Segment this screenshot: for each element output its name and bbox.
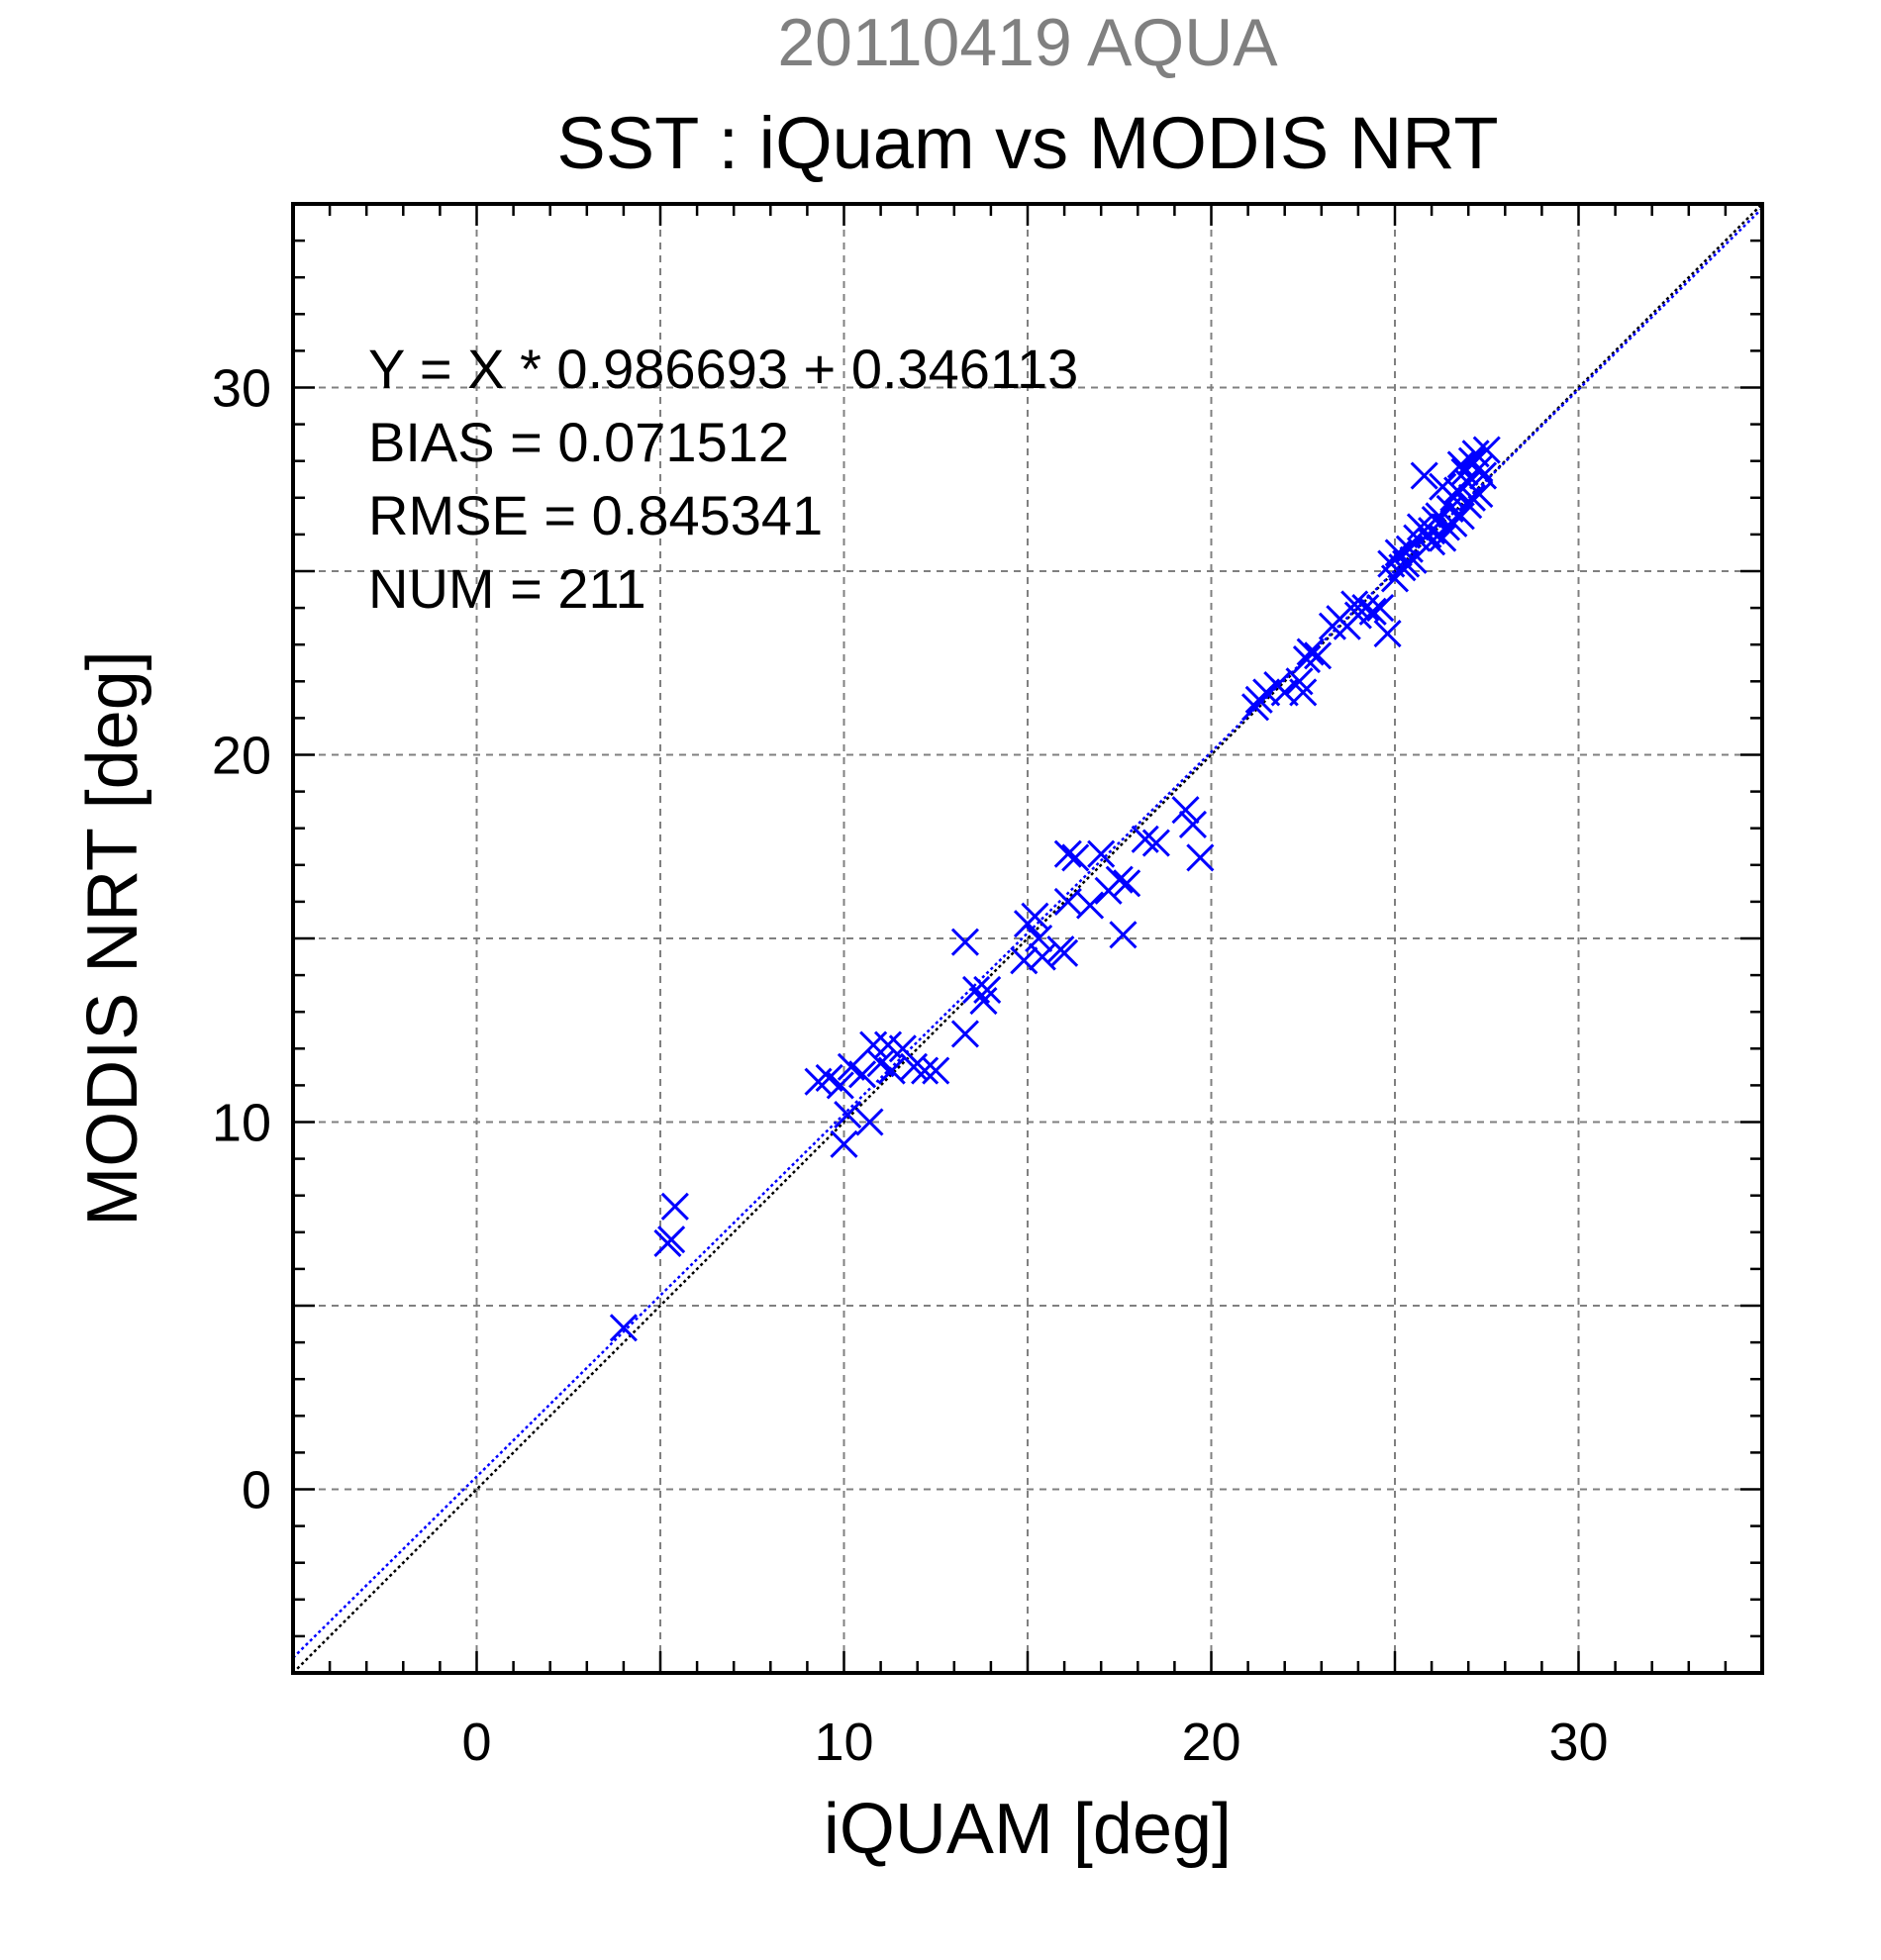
data-point bbox=[1025, 924, 1053, 953]
data-point bbox=[826, 1071, 854, 1100]
data-point bbox=[1429, 472, 1457, 501]
num-value: NUM = 211 bbox=[368, 557, 646, 620]
x-tick-label: 20 bbox=[1181, 1713, 1240, 1772]
data-point bbox=[1061, 843, 1090, 872]
data-point bbox=[1289, 678, 1318, 707]
data-point bbox=[1454, 491, 1483, 520]
data-point bbox=[922, 1056, 950, 1085]
data-point bbox=[1418, 517, 1446, 545]
data-point bbox=[1439, 509, 1468, 538]
x-tick-label: 10 bbox=[814, 1713, 873, 1772]
data-point bbox=[1186, 843, 1215, 872]
y-tick-label: 10 bbox=[212, 1094, 271, 1153]
data-point bbox=[1053, 839, 1082, 868]
data-point bbox=[1351, 594, 1380, 623]
data-point bbox=[859, 1030, 888, 1059]
x-axis-label: iQUAM [deg] bbox=[824, 1790, 1232, 1869]
data-point bbox=[973, 975, 1002, 1005]
data-point bbox=[1373, 620, 1402, 648]
regression-equation: Y = X * 0.986693 + 0.346113 bbox=[368, 338, 1078, 400]
identity-line bbox=[292, 203, 1763, 1674]
data-point bbox=[847, 1060, 877, 1089]
y-tick-label: 30 bbox=[212, 359, 271, 419]
rmse-value: RMSE = 0.845341 bbox=[368, 484, 823, 546]
data-point bbox=[1340, 590, 1369, 619]
data-point bbox=[1141, 829, 1170, 857]
data-point bbox=[1178, 810, 1208, 839]
data-point bbox=[1105, 865, 1134, 894]
data-point bbox=[834, 1101, 862, 1129]
plot-frame bbox=[291, 202, 1764, 1675]
y-axis-label: MODIS NRT [deg] bbox=[73, 650, 152, 1226]
data-point bbox=[1358, 597, 1387, 626]
data-point bbox=[1292, 644, 1322, 674]
data-point bbox=[1285, 667, 1314, 696]
data-point bbox=[911, 1056, 940, 1085]
data-point bbox=[950, 1020, 979, 1048]
data-points bbox=[609, 436, 1501, 1342]
data-point bbox=[1171, 796, 1200, 825]
data-point bbox=[1410, 461, 1438, 490]
data-point bbox=[1113, 869, 1141, 898]
grid-lines bbox=[293, 204, 1762, 1673]
data-point bbox=[855, 1108, 884, 1136]
data-point bbox=[609, 1314, 638, 1342]
data-point bbox=[1010, 946, 1039, 975]
data-point bbox=[1304, 641, 1333, 670]
data-point bbox=[657, 1225, 686, 1254]
bias-value: BIAS = 0.071512 bbox=[368, 411, 789, 473]
data-point bbox=[1050, 938, 1079, 967]
data-point bbox=[1087, 839, 1116, 868]
data-point bbox=[1465, 454, 1494, 483]
tick-labels: 0 10 20 30 0 10 20 30 bbox=[212, 359, 1609, 1773]
data-point bbox=[1109, 921, 1138, 949]
chart-title: SST : iQuam vs MODIS NRT bbox=[556, 102, 1498, 184]
data-point bbox=[1472, 436, 1501, 464]
data-point bbox=[1296, 637, 1325, 666]
data-point bbox=[1457, 483, 1486, 512]
data-point bbox=[1468, 461, 1498, 490]
stats-box: Y = X * 0.986693 + 0.346113 BIAS = 0.071… bbox=[368, 338, 1078, 620]
y-tick-label: 20 bbox=[212, 727, 271, 786]
data-point bbox=[888, 1034, 917, 1063]
x-tick-label: 0 bbox=[461, 1713, 491, 1772]
data-point bbox=[1131, 825, 1159, 853]
data-point bbox=[1446, 450, 1475, 479]
y-tick-label: 0 bbox=[242, 1461, 271, 1520]
data-point bbox=[830, 1129, 858, 1158]
data-point bbox=[1392, 549, 1421, 578]
data-point bbox=[969, 987, 998, 1016]
data-point bbox=[1076, 891, 1105, 920]
chart-suptitle: 20110419 AQUA bbox=[777, 5, 1278, 80]
x-tick-label: 30 bbox=[1548, 1713, 1608, 1772]
data-point bbox=[1366, 594, 1395, 623]
data-point bbox=[950, 928, 979, 956]
data-point bbox=[1240, 693, 1270, 722]
data-point bbox=[660, 1192, 689, 1221]
reference-lines bbox=[292, 203, 1763, 1674]
